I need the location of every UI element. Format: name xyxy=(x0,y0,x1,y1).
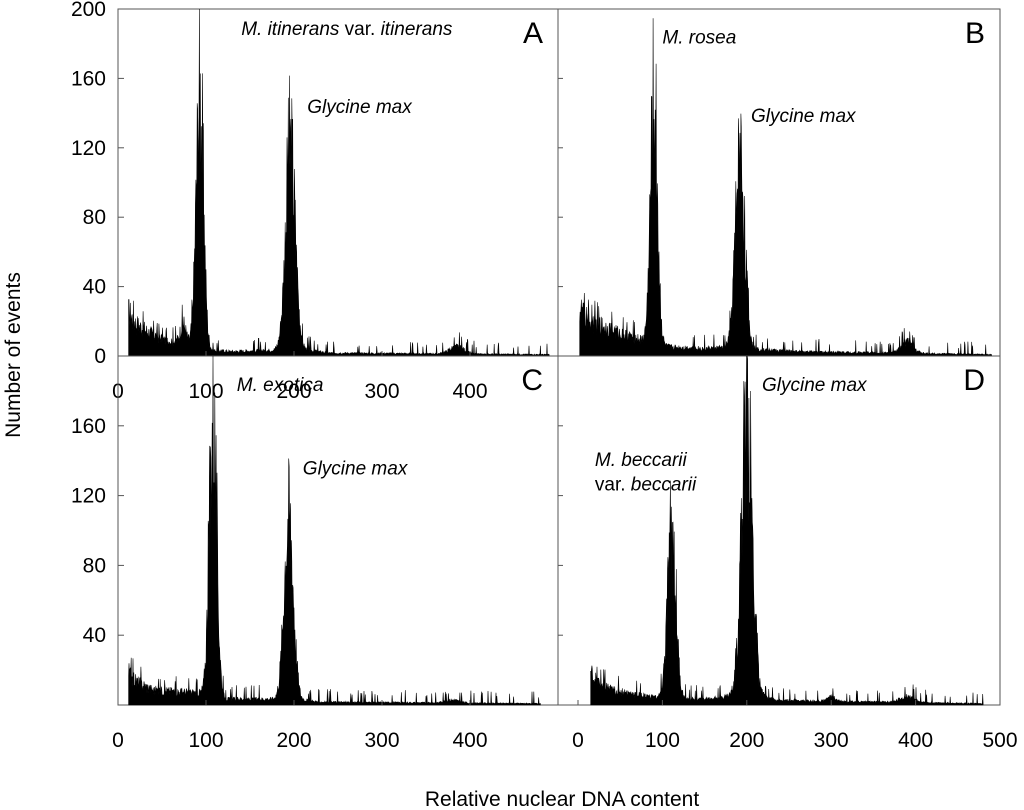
y-tick-label: 0 xyxy=(94,345,106,368)
y-tick-label: 40 xyxy=(83,276,106,299)
x-tick-label: 0 xyxy=(572,729,584,752)
histogram-series xyxy=(128,8,550,357)
peak-label-part: Glycine max xyxy=(303,459,409,480)
x-tick-label: 200 xyxy=(276,729,311,752)
peak-label-part: M. itinerans xyxy=(241,19,340,40)
x-tick-label: 300 xyxy=(364,729,399,752)
panel-frame xyxy=(117,8,559,357)
panel-letter: C xyxy=(521,364,543,397)
peak-label-part: M. exotica xyxy=(237,375,324,396)
panel-frame xyxy=(557,355,1001,706)
panel-frame xyxy=(557,8,1001,357)
y-tick-label: 200 xyxy=(71,0,106,21)
y-tick-label: 120 xyxy=(71,137,106,160)
x-tick-label: 400 xyxy=(898,729,933,752)
x-tick-label: 100 xyxy=(188,729,223,752)
y-tick-label: 120 xyxy=(71,485,106,508)
panel-c: 40 80 120 160 0 100 200 300 400 C M. exotica Glycin… xyxy=(71,355,559,752)
y-tick-label: 160 xyxy=(71,415,106,438)
peak-label-part: itinerans xyxy=(381,19,453,40)
peak-label-part: Glycine max xyxy=(307,97,413,118)
peak-label-part: Glycine max xyxy=(762,375,868,396)
peak-label: M. itinerans var. itinerans xyxy=(241,19,453,40)
x-tick-label: 400 xyxy=(452,380,487,403)
histogram-series xyxy=(590,355,984,706)
peak-label-part: M. beccarii xyxy=(595,450,688,471)
x-tick-label: 200 xyxy=(729,729,764,752)
y-tick-label: 80 xyxy=(83,554,106,577)
peak-label-part: var. xyxy=(339,19,380,40)
peak-label-part: beccarii xyxy=(631,474,697,495)
x-axis-title: Relative nuclear DNA content xyxy=(425,788,699,810)
peak-label-part: M. rosea xyxy=(662,28,736,49)
panel-b: B M. rosea Glycine max xyxy=(557,8,1001,357)
x-tick-label: 200 xyxy=(276,380,311,403)
x-tick-label: 300 xyxy=(364,380,399,403)
histogram-series xyxy=(128,355,541,706)
panel-d: 0 100 200 300 400 500 D Glycine max M. beccarii v… xyxy=(557,355,1018,752)
x-tick-label: 500 xyxy=(982,729,1017,752)
peak-label-part: var. xyxy=(595,474,631,495)
x-tick-label: 0 xyxy=(112,729,124,752)
peak-label: M. beccarii xyxy=(595,450,688,471)
x-tick-label: 300 xyxy=(814,729,849,752)
peak-label: Glycine max xyxy=(303,459,409,480)
peak-label-part: Glycine max xyxy=(751,106,857,127)
y-tick-label: 160 xyxy=(71,67,106,90)
peak-label: Glycine max xyxy=(307,97,413,118)
histogram-series xyxy=(579,18,992,357)
peak-label: M. exotica xyxy=(237,375,324,396)
panel-letter: A xyxy=(523,17,543,50)
y-tick-label: 40 xyxy=(83,624,106,647)
x-tick-label: 100 xyxy=(645,729,680,752)
peak-label: var. beccarii xyxy=(595,474,697,495)
panel-frame xyxy=(117,355,559,706)
peak-label: Glycine max xyxy=(762,375,868,396)
panel-letter: B xyxy=(965,17,985,50)
x-tick-label: 400 xyxy=(452,729,487,752)
y-tick-label: 80 xyxy=(83,206,106,229)
x-tick-label: 100 xyxy=(188,380,223,403)
peak-label: Glycine max xyxy=(751,106,857,127)
panel-letter: D xyxy=(963,364,985,397)
peak-label: M. rosea xyxy=(662,28,736,49)
y-axis-title: Number of events xyxy=(2,272,25,438)
